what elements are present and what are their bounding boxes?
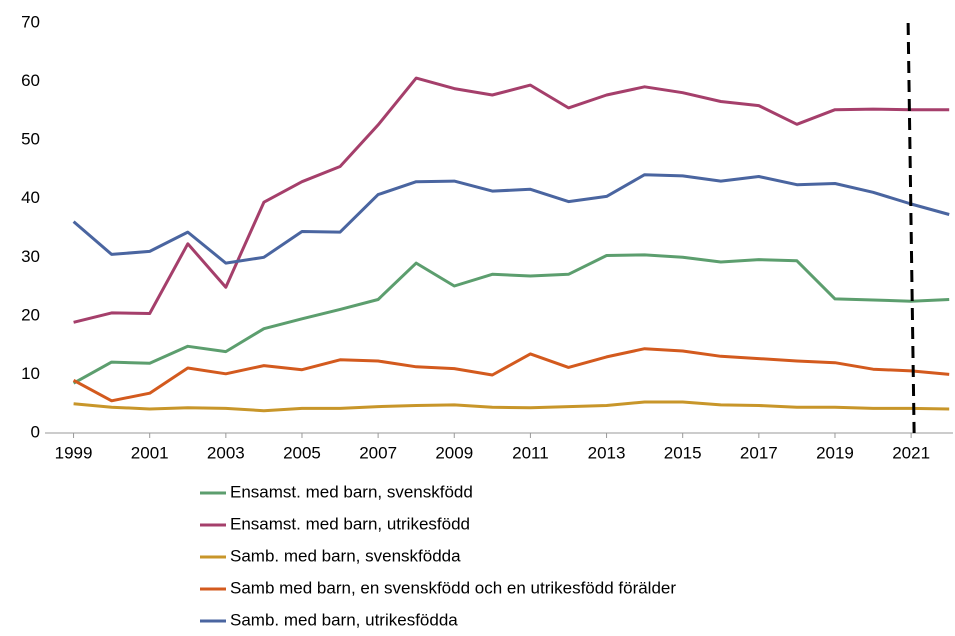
x-tick-label: 2021 [892, 443, 930, 462]
legend-label: Samb med barn, en svenskfödd och en utri… [230, 578, 676, 597]
y-tick-label: 0 [31, 422, 40, 441]
x-tick-label: 2005 [283, 443, 321, 462]
y-tick-label: 30 [21, 247, 40, 266]
y-tick-label: 60 [21, 71, 40, 90]
y-tick-label: 40 [21, 188, 40, 207]
series-line [72, 347, 950, 403]
y-tick-label: 50 [21, 130, 40, 149]
y-tick-label: 70 [21, 12, 40, 31]
legend-label: Ensamst. med barn, svenskfödd [230, 482, 473, 501]
legend-label: Samb. med barn, utrikesfödda [230, 610, 458, 629]
series-line [73, 400, 950, 413]
x-tick-label: 2019 [816, 443, 854, 462]
y-tick-label: 20 [21, 305, 40, 324]
x-tick-label: 2017 [740, 443, 778, 462]
reference-line [906, 22, 916, 434]
y-tick-label: 10 [21, 364, 40, 383]
x-tick-label: 2007 [359, 443, 397, 462]
legend-label: Ensamst. med barn, utrikesfödd [230, 514, 470, 533]
x-tick-label: 2015 [664, 443, 702, 462]
x-tick-label: 2003 [207, 443, 245, 462]
series-line [72, 253, 950, 385]
x-tick-label: 2009 [435, 443, 473, 462]
x-tick-label: 2011 [512, 443, 549, 462]
x-tick-label: 1999 [55, 443, 93, 462]
legend-label: Samb. med barn, svenskfödda [230, 546, 461, 565]
series-line [72, 173, 950, 265]
x-tick-label: 2001 [131, 443, 169, 462]
series-line [73, 76, 950, 324]
x-tick-label: 2013 [588, 443, 626, 462]
